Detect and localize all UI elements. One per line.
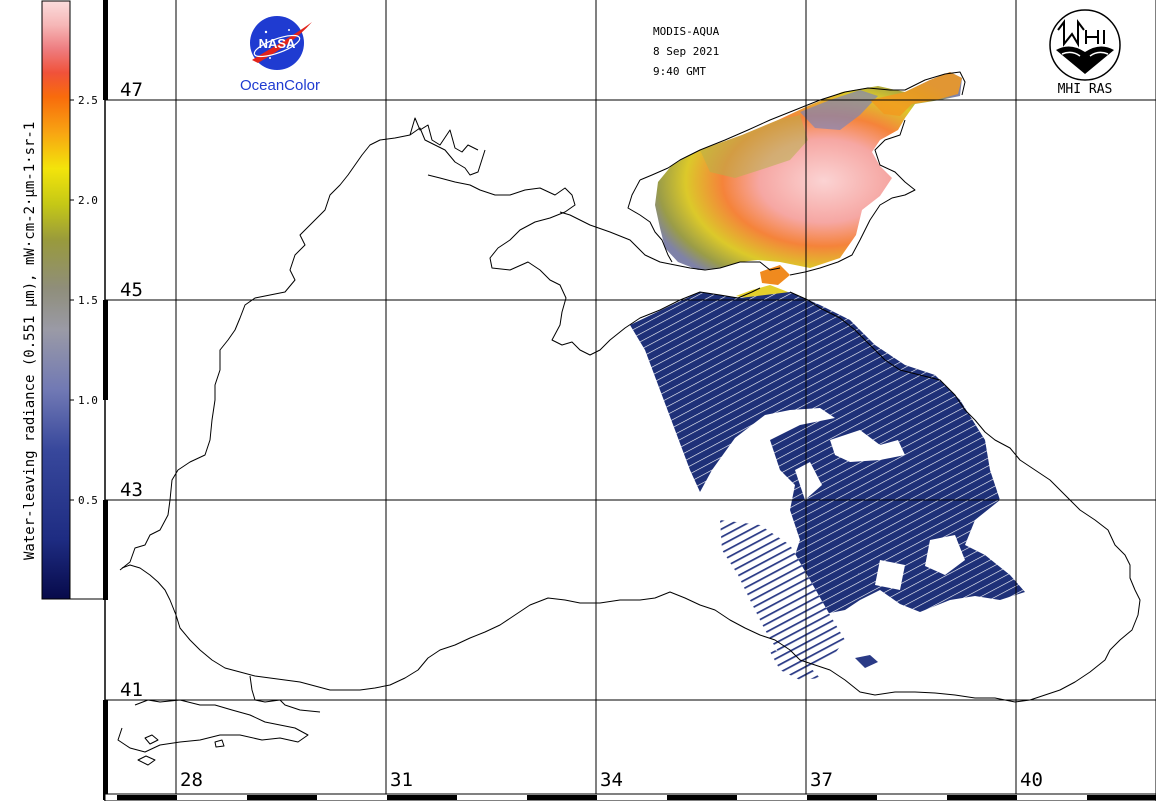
coastlines bbox=[117, 71, 1141, 766]
label-bg bbox=[115, 78, 151, 98]
mhi-caption: MHI RAS bbox=[1058, 82, 1113, 97]
longitude-label: 40 bbox=[1020, 769, 1043, 791]
marmara-island bbox=[144, 734, 159, 745]
sensor-name: MODIS-AQUA bbox=[653, 25, 720, 38]
orbit-icon bbox=[253, 34, 301, 58]
colorbar-ramp bbox=[41, 0, 71, 600]
scale-segment bbox=[103, 300, 108, 400]
radiance-data bbox=[630, 72, 1025, 680]
lon-labels: 28 31 34 37 40 bbox=[180, 769, 1043, 791]
marmara-island bbox=[214, 739, 225, 748]
mhi-logo: MHI RAS bbox=[1049, 9, 1121, 97]
lat-labels: 47 45 43 41 bbox=[115, 78, 151, 701]
mhi-letters-icon bbox=[1085, 30, 1105, 44]
mhi-wave-icon bbox=[1056, 46, 1114, 74]
colorbar-tick-label: 2.5 bbox=[78, 94, 98, 107]
latitude-label: 47 bbox=[120, 79, 143, 101]
azov-mid-band bbox=[700, 115, 808, 178]
scale-bar-frame bbox=[104, 793, 1156, 801]
acquisition-time: 9:40 GMT bbox=[653, 65, 706, 78]
marmara-coast bbox=[117, 699, 309, 753]
scale-segment bbox=[1087, 795, 1156, 800]
label-bg bbox=[115, 478, 151, 498]
nasa-wordmark: NASA bbox=[259, 36, 296, 51]
latitude-label: 45 bbox=[120, 279, 143, 301]
scale-segment bbox=[117, 795, 177, 800]
scale-segment bbox=[807, 795, 877, 800]
longitude-label: 37 bbox=[810, 769, 833, 791]
kerch-strait-plume-2 bbox=[760, 265, 790, 285]
nasa-caption: OceanColor bbox=[240, 77, 320, 94]
mhi-emblem-icon bbox=[1049, 9, 1121, 81]
cloud-gap bbox=[795, 462, 822, 500]
mhi-letters-icon bbox=[1057, 19, 1085, 48]
azov-radiance-field bbox=[655, 72, 962, 270]
nasa-logo: NASA OceanColor bbox=[240, 16, 320, 94]
crimea-azov-coast bbox=[559, 211, 781, 271]
scale-segment bbox=[103, 0, 108, 100]
colorbar-tick-label: 2.0 bbox=[78, 194, 98, 207]
longitude-label: 28 bbox=[180, 769, 203, 791]
black-sea-sparse-south bbox=[768, 648, 820, 680]
star-icon bbox=[264, 30, 268, 34]
scale-segment bbox=[387, 795, 457, 800]
acquisition-info: MODIS-AQUA 8 Sep 2021 9:40 GMT bbox=[653, 25, 720, 78]
azov-eastern-coast bbox=[789, 119, 916, 276]
star-icon bbox=[288, 29, 290, 31]
azov-northern-coast bbox=[639, 71, 966, 181]
scale-segment bbox=[103, 700, 108, 800]
colorbar-tick-label: 0.5 bbox=[78, 494, 98, 507]
crimea-coast bbox=[427, 174, 761, 356]
black-sea-dense-radiance bbox=[630, 292, 1025, 615]
scale-segment bbox=[103, 500, 108, 600]
left-scale-ticks bbox=[103, 0, 108, 800]
label-bg bbox=[115, 678, 151, 698]
caucasus-coast bbox=[789, 291, 1141, 703]
cloud-gap bbox=[830, 430, 905, 462]
map-frame bbox=[103, 0, 1156, 801]
latitude-label: 41 bbox=[120, 679, 143, 701]
label-bg bbox=[115, 278, 151, 298]
cloud-gap bbox=[925, 535, 965, 575]
black-sea-sparse-west bbox=[720, 520, 845, 670]
scale-segment bbox=[667, 795, 737, 800]
cloud-gap bbox=[875, 560, 905, 590]
mhi-wave-icon bbox=[1061, 51, 1109, 57]
scale-segment bbox=[527, 795, 597, 800]
marmara-island bbox=[137, 755, 156, 766]
turkey-coast bbox=[121, 564, 1016, 703]
longitude-label: 34 bbox=[600, 769, 623, 791]
taganrog-orange-band bbox=[870, 72, 962, 116]
bottom-scale-bar bbox=[104, 793, 1156, 801]
colorbar-tick-label: 1.5 bbox=[78, 294, 98, 307]
colorbar: 0.5 1.0 1.5 2.0 2.5 Water-leaving radian… bbox=[22, 0, 105, 600]
latitude-label: 43 bbox=[120, 479, 143, 501]
scale-segment bbox=[247, 795, 317, 800]
black-sea-western-coast bbox=[119, 127, 486, 571]
graticule bbox=[105, 0, 1156, 794]
colorbar-title: Water-leaving radiance (0.551 µm), mW·cm… bbox=[22, 122, 38, 560]
colorbar-tick-label: 1.0 bbox=[78, 394, 98, 407]
bosporus-coast bbox=[249, 675, 321, 713]
scale-segment bbox=[947, 795, 1017, 800]
black-sea-patch-east bbox=[855, 655, 878, 668]
azov-western-spit bbox=[627, 179, 673, 263]
acquisition-date: 8 Sep 2021 bbox=[653, 45, 719, 58]
dnieper-estuary bbox=[409, 117, 479, 153]
star-icon bbox=[269, 57, 271, 59]
nasa-vector-icon bbox=[252, 22, 312, 63]
longitude-label: 31 bbox=[390, 769, 413, 791]
